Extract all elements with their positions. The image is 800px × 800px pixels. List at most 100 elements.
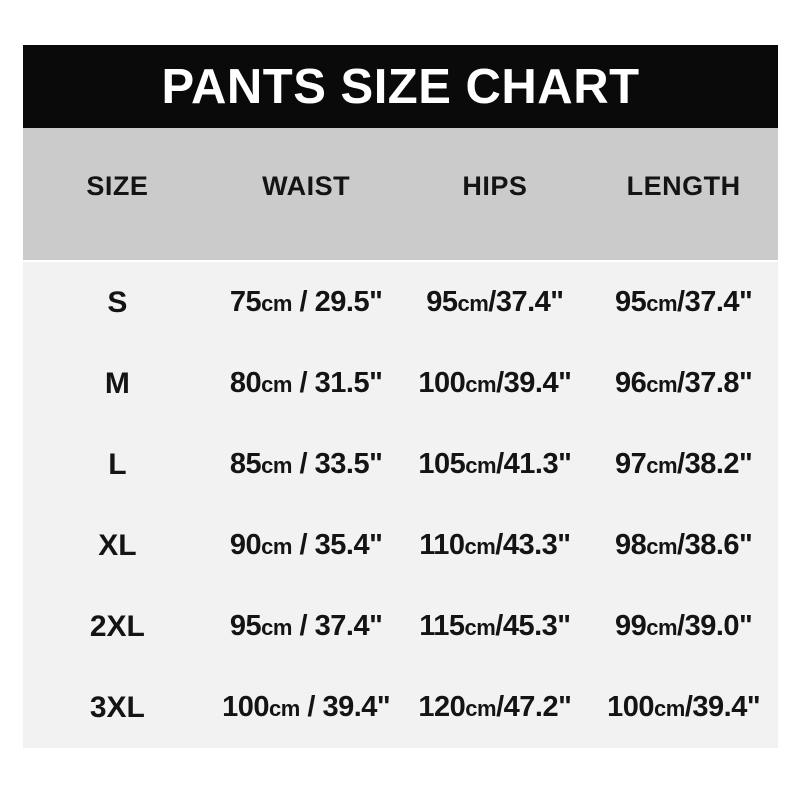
inch-value: 39.4" <box>503 367 572 399</box>
hips-cell: 115cm/45.3" <box>401 610 590 643</box>
table-row: M 80cm / 31.5" 100cm/39.4" 96cm/37.8" <box>23 343 778 424</box>
cm-value: 99 <box>614 610 647 642</box>
inch-value: 39.4" <box>692 691 761 723</box>
cm-value: 95 <box>229 610 262 642</box>
waist-cell: 80cm / 31.5" <box>212 367 401 400</box>
separator: / <box>495 529 503 561</box>
cm-value: 100 <box>607 691 655 723</box>
inch-value: 39.0" <box>684 610 753 642</box>
size-cell: L <box>108 447 127 481</box>
size-cell: 2XL <box>89 609 145 643</box>
cm-unit: cm <box>646 534 678 559</box>
table-row: XL 90cm / 35.4" 110cm/43.3" 98cm/38.6" <box>23 505 778 586</box>
separator: / <box>488 286 496 318</box>
cm-value: 97 <box>614 448 647 480</box>
separator: / <box>291 610 315 642</box>
cm-unit: cm <box>464 615 496 640</box>
inch-value: 47.2" <box>503 691 572 723</box>
inch-value: 39.4" <box>322 691 391 723</box>
separator: / <box>291 286 315 318</box>
inch-value: 37.4" <box>684 286 753 318</box>
cm-unit: cm <box>261 615 292 640</box>
cm-value: 95 <box>426 286 458 318</box>
cm-unit: cm <box>457 291 489 316</box>
cm-unit: cm <box>268 696 300 721</box>
cm-value: 80 <box>229 367 262 399</box>
cm-unit: cm <box>464 534 496 559</box>
separator: / <box>495 610 503 642</box>
separator: / <box>677 367 685 399</box>
cm-unit: cm <box>465 372 497 397</box>
separator: / <box>291 529 315 561</box>
chart-title: PANTS SIZE CHART <box>161 59 640 114</box>
inch-value: 41.3" <box>503 448 572 480</box>
hips-cell: 110cm/43.3" <box>401 529 590 562</box>
separator: / <box>291 367 315 399</box>
cm-unit: cm <box>261 534 292 559</box>
cm-value: 85 <box>229 448 262 480</box>
cm-value: 96 <box>614 367 647 399</box>
cm-unit: cm <box>646 615 678 640</box>
size-cell: 3XL <box>89 690 145 724</box>
cm-unit: cm <box>646 291 678 316</box>
inch-value: 45.3" <box>502 610 571 642</box>
cm-unit: cm <box>646 453 678 478</box>
cm-value: 75 <box>229 286 262 318</box>
hips-cell: 100cm/39.4" <box>401 367 590 400</box>
length-cell: 99cm/39.0" <box>589 610 778 643</box>
column-header-length: LENGTH <box>626 170 741 201</box>
column-header-size: SIZE <box>86 170 149 201</box>
length-cell: 96cm/37.8" <box>589 367 778 400</box>
table-row: L 85cm / 33.5" 105cm/41.3" 97cm/38.2" <box>23 424 778 505</box>
cm-value: 110 <box>419 529 465 561</box>
size-cell: S <box>107 285 128 319</box>
length-cell: 97cm/38.2" <box>589 448 778 481</box>
table-body: S 75cm / 29.5" 95cm/37.4" 95cm/37.4" M 8… <box>23 262 778 748</box>
separator: / <box>496 367 504 399</box>
waist-cell: 85cm / 33.5" <box>212 448 401 481</box>
size-cell: M <box>104 366 130 400</box>
inch-value: 31.5" <box>314 367 383 399</box>
cm-unit: cm <box>646 372 678 397</box>
separator: / <box>677 286 685 318</box>
cm-unit: cm <box>261 372 292 397</box>
table-row: 2XL 95cm / 37.4" 115cm/45.3" 99cm/39.0" <box>23 586 778 667</box>
separator: / <box>291 448 315 480</box>
cm-unit: cm <box>261 453 292 478</box>
pants-size-chart: PANTS SIZE CHART SIZE WAIST HIPS LENGTH … <box>23 45 778 748</box>
size-cell: XL <box>98 528 137 562</box>
waist-cell: 90cm / 35.4" <box>212 529 401 562</box>
cm-value: 105 <box>418 448 466 480</box>
inch-value: 29.5" <box>314 286 383 318</box>
cm-value: 98 <box>614 529 647 561</box>
inch-value: 37.4" <box>314 610 383 642</box>
cm-unit: cm <box>465 696 497 721</box>
cm-unit: cm <box>654 696 685 721</box>
separator: / <box>684 691 693 723</box>
column-header-waist: WAIST <box>262 170 351 201</box>
separator: / <box>677 610 685 642</box>
chart-title-bar: PANTS SIZE CHART <box>23 45 778 128</box>
cm-value: 100 <box>222 691 269 723</box>
column-header-row: SIZE WAIST HIPS LENGTH <box>23 128 778 260</box>
inch-value: 38.2" <box>684 448 753 480</box>
separator: / <box>677 448 685 480</box>
waist-cell: 95cm / 37.4" <box>212 610 401 643</box>
inch-value: 38.6" <box>684 529 753 561</box>
inch-value: 37.4" <box>495 286 564 318</box>
cm-value: 90 <box>229 529 262 561</box>
hips-cell: 95cm/37.4" <box>401 286 590 319</box>
cm-value: 120 <box>418 691 466 723</box>
hips-cell: 105cm/41.3" <box>401 448 590 481</box>
inch-value: 33.5" <box>314 448 383 480</box>
cm-value: 115 <box>419 610 465 642</box>
cm-unit: cm <box>465 453 497 478</box>
separator: / <box>299 691 323 723</box>
column-header-hips: HIPS <box>462 170 528 201</box>
table-row: 3XL 100cm / 39.4" 120cm/47.2" 100cm/39.4… <box>23 667 778 748</box>
length-cell: 98cm/38.6" <box>589 529 778 562</box>
length-cell: 100cm/39.4" <box>589 691 778 724</box>
length-cell: 95cm/37.4" <box>589 286 778 319</box>
inch-value: 35.4" <box>314 529 383 561</box>
cm-value: 95 <box>614 286 647 318</box>
